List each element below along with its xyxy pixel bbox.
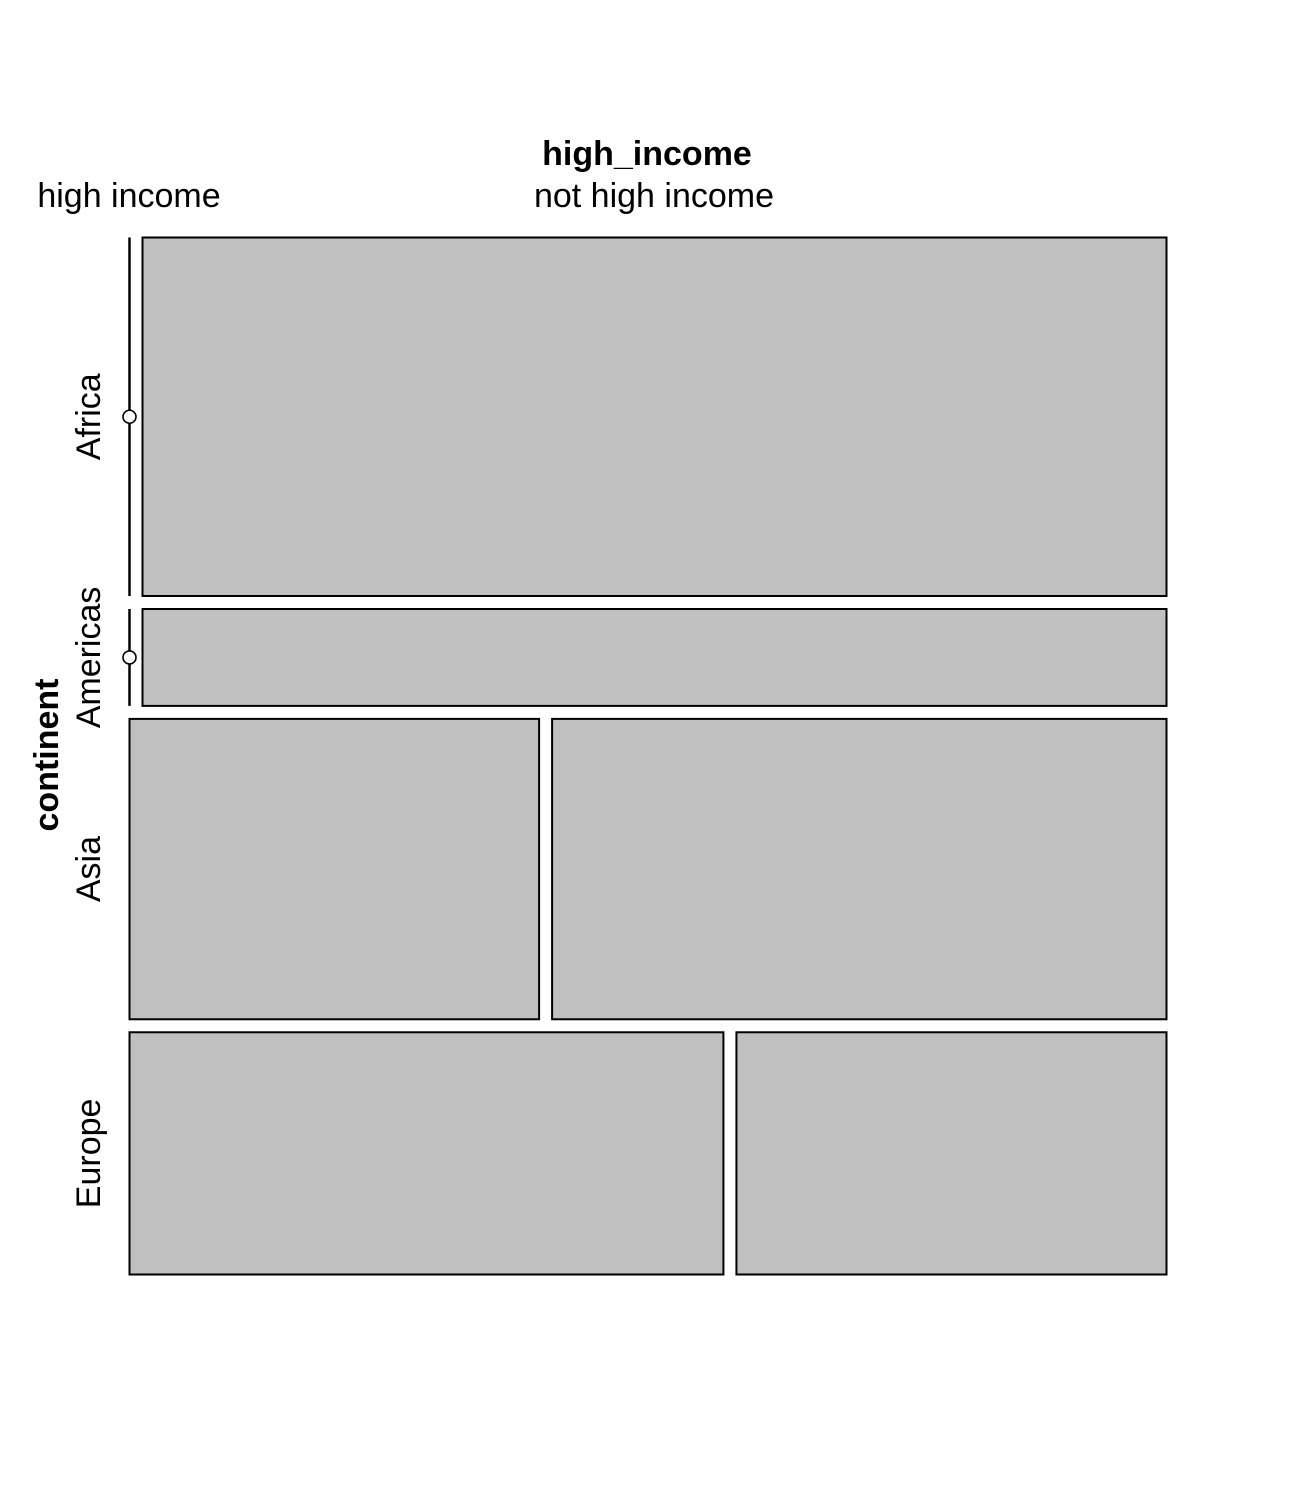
row-level-labels: Africa Americas Asia Europe: [70, 373, 108, 1208]
row-level-label-asia: Asia: [70, 836, 108, 902]
zero-cell-marker-americas: [122, 650, 137, 665]
column-variable-label: high_income: [542, 135, 752, 173]
row-level-label-americas: Americas: [70, 587, 108, 729]
zero-cell-marker-africa: [122, 409, 137, 425]
mosaic-cell-europe-not-high-income: [735, 1031, 1168, 1276]
row-level-label-africa: Africa: [70, 373, 108, 460]
row-level-label-europe: Europe: [70, 1099, 108, 1209]
mosaic-cell-europe-high-income: [128, 1031, 725, 1276]
column-level-label-not-high-income: not high income: [534, 177, 774, 215]
mosaic-cell-americas-not-high-income: [141, 608, 1168, 707]
mosaic-cell-asia-not-high-income: [551, 717, 1168, 1021]
mosaic-cell-africa-not-high-income: [141, 236, 1168, 598]
mosaic-cell-asia-high-income: [128, 717, 541, 1021]
row-variable-label: continent: [28, 679, 66, 832]
column-level-label-high-income: high income: [37, 177, 220, 215]
mosaic-cells: [122, 236, 1168, 1276]
